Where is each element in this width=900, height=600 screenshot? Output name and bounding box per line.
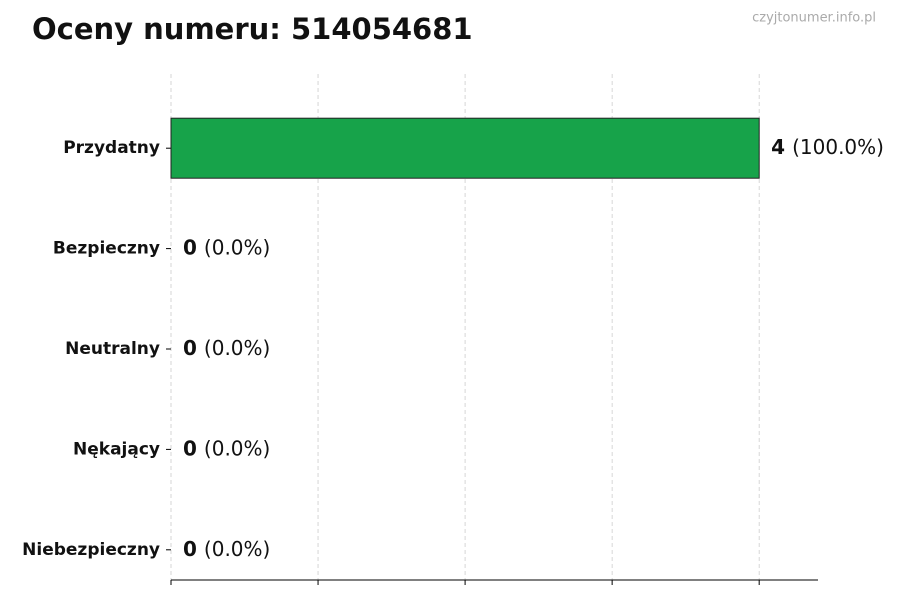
y-tick-label: Niebezpieczny (22, 540, 160, 560)
value-label: 4 (771, 135, 785, 159)
data-label: 0 (0.0%) (183, 536, 270, 560)
data-label: 0 (0.0%) (183, 235, 270, 259)
bar (170, 117, 760, 179)
share-label: (0.0%) (204, 536, 270, 560)
y-tick-label: Neutralny (65, 339, 160, 359)
value-label: 0 (183, 436, 197, 460)
value-label: 0 (183, 336, 197, 360)
data-label: 4 (100.0%) (771, 135, 884, 159)
chart-title: Oceny numeru: 514054681 (32, 12, 473, 46)
value-label: 0 (183, 536, 197, 560)
value-label: 0 (183, 235, 197, 259)
data-label: 0 (0.0%) (183, 336, 270, 360)
share-label: (0.0%) (204, 336, 270, 360)
share-label: (0.0%) (204, 436, 270, 460)
share-label: (0.0%) (204, 235, 270, 259)
y-tick-label: Nękający (73, 439, 160, 459)
share-label: (100.0%) (792, 135, 884, 159)
watermark: czyjtonumer.info.pl (752, 11, 876, 26)
y-tick-label: Przydatny (63, 138, 160, 158)
data-label: 0 (0.0%) (183, 436, 270, 460)
y-tick-label: Bezpieczny (53, 239, 160, 259)
